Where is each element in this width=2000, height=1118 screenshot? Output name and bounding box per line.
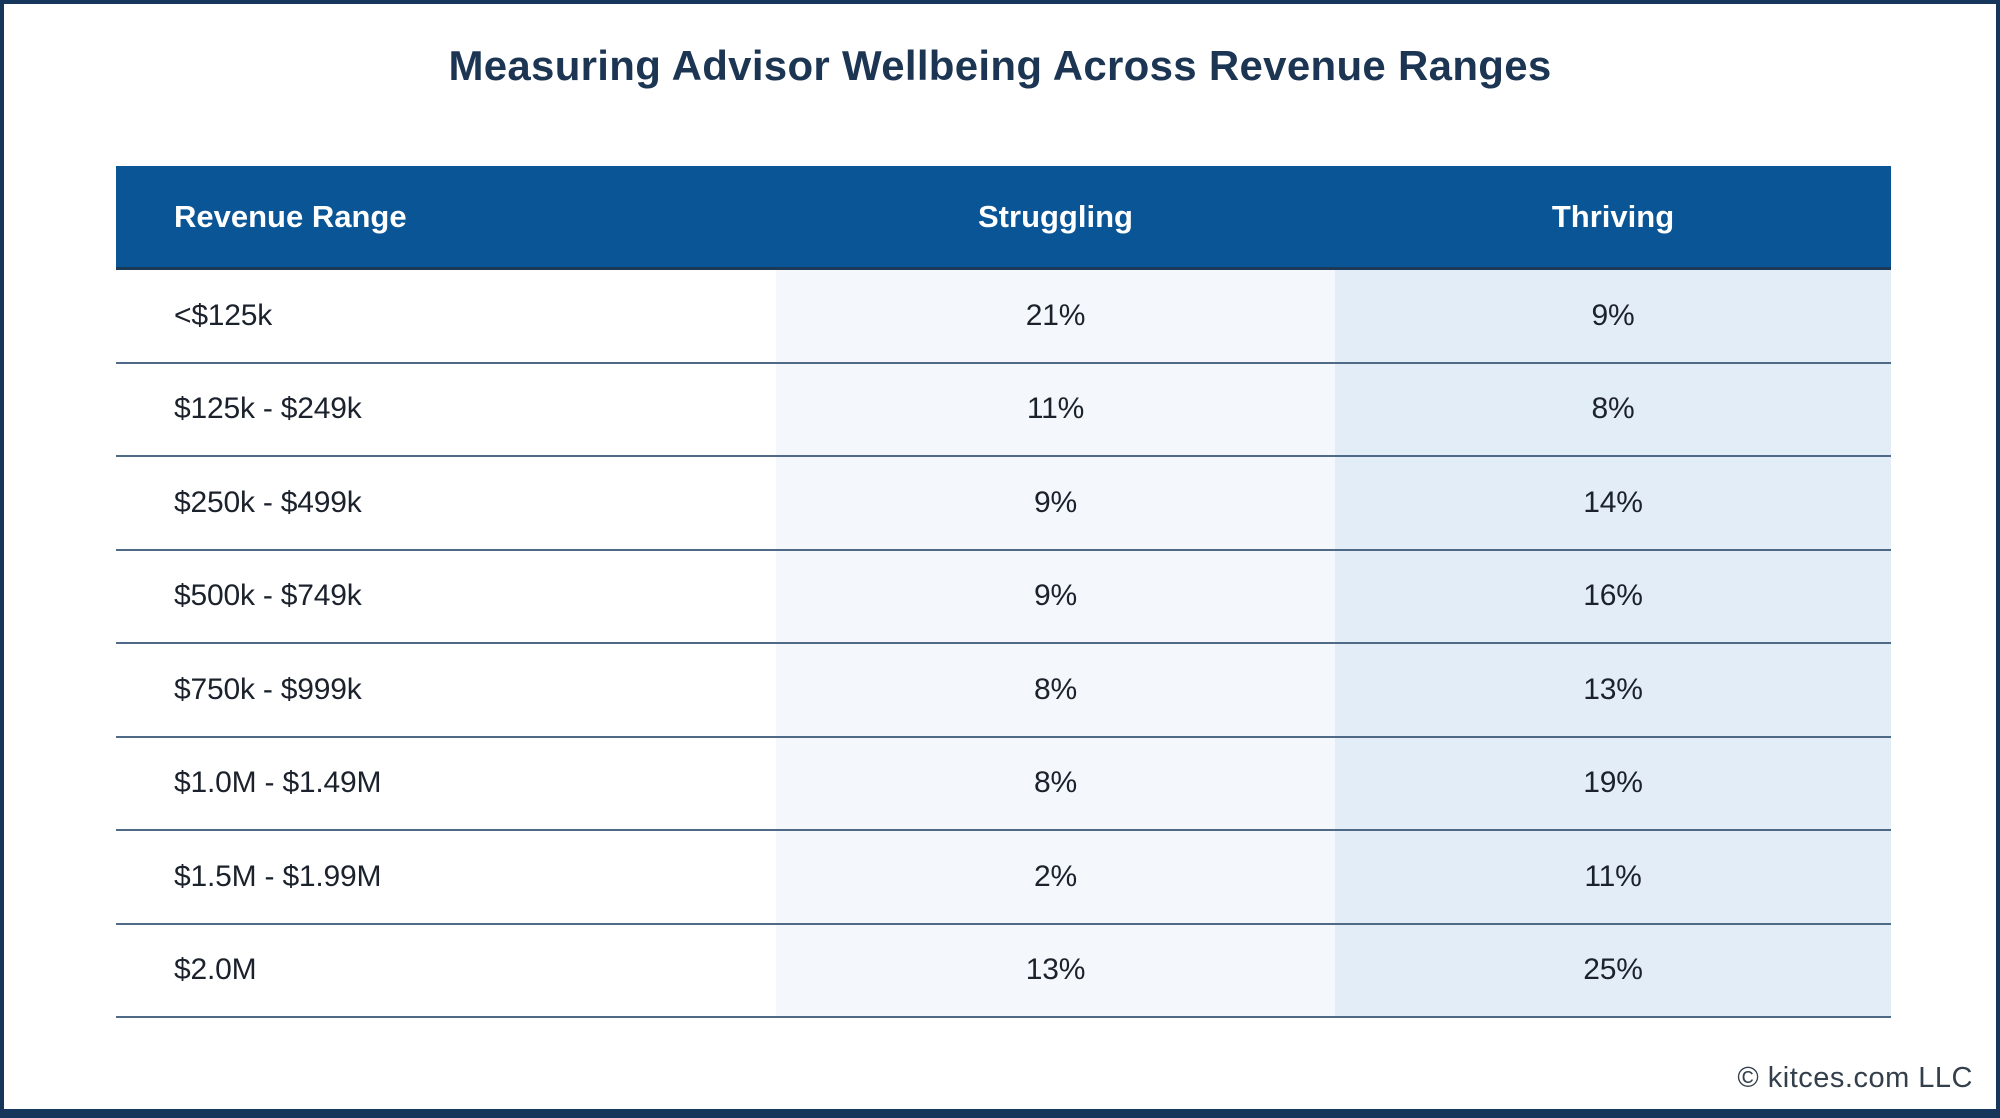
cell-revenue-range: $125k - $249k xyxy=(174,392,362,426)
table-header-row: Revenue Range Struggling Thriving xyxy=(116,166,1891,270)
cell-thriving: 11% xyxy=(1335,831,1891,923)
table-row: <$125k 21% 9% xyxy=(116,270,1891,364)
cell-revenue-range: $2.0M xyxy=(174,953,257,987)
table-row: $2.0M 13% 25% xyxy=(116,924,1891,1018)
cell-thriving: 14% xyxy=(1335,457,1891,549)
cell-revenue-range: $750k - $999k xyxy=(174,672,362,706)
cell-revenue-range: <$125k xyxy=(174,298,273,332)
cell-thriving: 9% xyxy=(1335,270,1891,362)
table-row: $125k - $249k 11% 8% xyxy=(116,363,1891,457)
cell-revenue-range: $250k - $499k xyxy=(174,485,362,519)
cell-revenue-range: $1.5M - $1.99M xyxy=(174,859,382,893)
table-row: $500k - $749k 9% 16% xyxy=(116,550,1891,644)
cell-thriving: 25% xyxy=(1335,924,1891,1016)
table-row: $250k - $499k 9% 14% xyxy=(116,457,1891,551)
cell-revenue-range: $500k - $749k xyxy=(174,579,362,613)
cell-revenue-range: $1.0M - $1.49M xyxy=(174,766,382,800)
cell-struggling: 13% xyxy=(776,924,1335,1016)
cell-struggling: 11% xyxy=(776,363,1335,455)
cell-thriving: 13% xyxy=(1335,644,1891,736)
cell-struggling: 9% xyxy=(776,457,1335,549)
cell-thriving: 19% xyxy=(1335,737,1891,829)
cell-struggling: 9% xyxy=(776,550,1335,642)
table-body: <$125k 21% 9% $125k - $249k 11% 8% $250k… xyxy=(116,270,1891,1018)
cell-struggling: 8% xyxy=(776,737,1335,829)
cell-thriving: 16% xyxy=(1335,550,1891,642)
copyright-text: © kitces.com LLC xyxy=(1737,1062,1973,1094)
cell-struggling: 21% xyxy=(776,270,1335,362)
header-cell-revenue-range: Revenue Range xyxy=(174,198,407,234)
chart-title: Measuring Advisor Wellbeing Across Reven… xyxy=(448,42,1552,89)
table-row: $1.5M - $1.99M 2% 11% xyxy=(116,831,1891,925)
cell-struggling: 8% xyxy=(776,644,1335,736)
cell-struggling: 2% xyxy=(776,831,1335,923)
data-table: Revenue Range Struggling Thriving <$125k… xyxy=(116,166,1891,1018)
header-cell-thriving: Thriving xyxy=(1551,198,1675,234)
header-cell-struggling: Struggling xyxy=(978,198,1133,234)
cell-thriving: 8% xyxy=(1335,363,1891,455)
table-row: $750k - $999k 8% 13% xyxy=(116,644,1891,738)
table-row: $1.0M - $1.49M 8% 19% xyxy=(116,737,1891,831)
